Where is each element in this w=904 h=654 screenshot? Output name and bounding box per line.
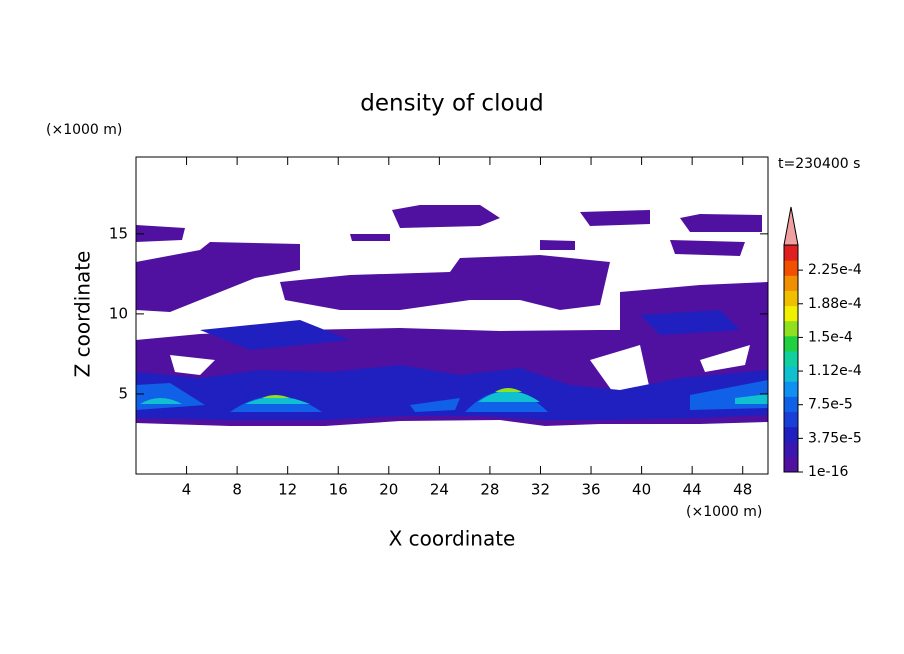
colorbar-band xyxy=(784,305,798,322)
chart-title: density of cloud xyxy=(360,91,543,117)
contour-field xyxy=(136,205,768,426)
y-tick-label: 10 xyxy=(109,304,128,322)
colorbar-band xyxy=(784,335,798,352)
x-tick-label: 24 xyxy=(430,481,449,499)
colorbar-tick-label: 1e-16 xyxy=(808,464,848,480)
colorbar-band xyxy=(784,456,798,473)
x-tick-label: 40 xyxy=(632,481,651,499)
colorbar-band xyxy=(784,366,798,382)
x-tick-label: 48 xyxy=(733,481,752,499)
x-tick-label: 32 xyxy=(531,481,550,499)
x-unit: (×1000 m) xyxy=(686,504,762,520)
colorbar-band xyxy=(784,260,798,276)
x-axis-label: X coordinate xyxy=(389,527,516,551)
colorbar-band xyxy=(784,245,798,261)
cloud-level-7 xyxy=(140,391,768,404)
x-tick-label: 4 xyxy=(182,481,192,499)
colorbar-band xyxy=(784,426,798,443)
colorbar-band xyxy=(784,396,798,412)
y-unit: (×1000 m) xyxy=(46,122,122,138)
colorbar-extend xyxy=(783,206,799,246)
y-tick-label: 15 xyxy=(109,224,128,242)
x-tick-label: 8 xyxy=(232,481,242,499)
cloud-gap xyxy=(170,316,750,395)
x-tick-label: 36 xyxy=(581,481,600,499)
colorbar-band xyxy=(784,320,798,337)
colorbar-frame xyxy=(783,244,799,473)
y-tick-label: 5 xyxy=(118,384,128,402)
colorbar-band xyxy=(784,381,798,397)
time-annotation: t=230400 s xyxy=(778,156,860,172)
x-tick-label: 28 xyxy=(480,481,499,499)
colorbar-band xyxy=(784,290,798,307)
y-axis-label: Z coordinate xyxy=(71,251,95,378)
colorbar-band xyxy=(784,275,798,291)
colorbar-band xyxy=(784,441,798,458)
colorbar-tick-label: 2.25e-4 xyxy=(808,262,862,278)
x-tick-label: 20 xyxy=(379,481,398,499)
cloud-level-10 xyxy=(262,388,522,398)
colorbar-tick-label: 7.5e-5 xyxy=(808,397,853,413)
x-tick-label: 16 xyxy=(329,481,348,499)
colorbar-band xyxy=(784,350,798,367)
colorbar-tick-label: 1.12e-4 xyxy=(808,363,862,379)
x-tick-label: 44 xyxy=(683,481,702,499)
colorbar-tick-label: 1.88e-4 xyxy=(808,296,862,312)
colorbar-tick-label: 1.5e-4 xyxy=(808,329,853,345)
plot-frame xyxy=(135,156,769,475)
colorbar-tick-label: 3.75e-5 xyxy=(808,430,862,446)
x-tick-label: 12 xyxy=(278,481,297,499)
colorbar-band xyxy=(784,411,798,428)
